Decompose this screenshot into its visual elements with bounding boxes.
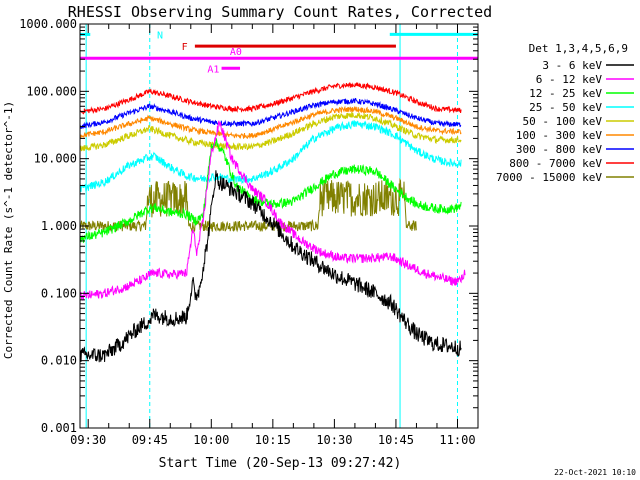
y-tick-label-6: 1000.000 <box>19 17 77 31</box>
legend-label-12-25-kev: 12 - 25 keV <box>529 87 602 100</box>
y-tick-label-3: 1.000 <box>41 219 77 233</box>
y-axis-label: Corrected Count Rate (s^-1 detector^-1) <box>2 101 15 359</box>
legend-label-50-100-kev: 50 - 100 keV <box>523 115 603 128</box>
series-line-3-6-kev <box>79 170 462 363</box>
a0-label: A0 <box>230 47 242 58</box>
legend-label-7000-15000-kev: 7000 - 15000 keV <box>496 171 602 184</box>
legend-label-100-300-kev: 100 - 300 keV <box>516 129 602 142</box>
axes-layer: 0.001 0.010 0.100 1.000 10.000 100.000 1000.00… <box>19 17 479 447</box>
x-tick-label-2: 10:00 <box>193 433 229 447</box>
series-line-6-12-kev <box>79 120 466 301</box>
x-tick-label-5: 10:45 <box>378 433 414 447</box>
legend-label-800-7000-kev: 800 - 7000 keV <box>509 157 602 170</box>
x-tick-label-4: 10:30 <box>316 433 352 447</box>
legend-label-300-800-kev: 300 - 800 keV <box>516 143 602 156</box>
y-tick-label-0: 0.001 <box>41 421 77 435</box>
x-tick-label-1: 09:45 <box>132 433 168 447</box>
chart-title: RHESSI Observing Summary Count Rates, Co… <box>68 3 492 21</box>
series-layer <box>79 82 466 363</box>
series-line-25-50-kev <box>79 120 462 193</box>
series-line-300-800-kev <box>79 97 462 129</box>
x-tick-label-0: 09:30 <box>70 433 106 447</box>
series-line-50-100-kev <box>79 111 462 153</box>
x-tick-label-3: 10:15 <box>255 433 291 447</box>
a1-label: A1 <box>207 64 219 75</box>
legend-title: Det 1,3,4,5,6,9 <box>529 42 628 55</box>
legend-label-3-6-kev: 3 - 6 keV <box>542 59 602 72</box>
timestamp: 22-Oct-2021 10:10 <box>554 468 636 477</box>
legend-label-6-12-kev: 6 - 12 keV <box>536 73 603 86</box>
series-line-100-300-kev <box>79 105 462 140</box>
series-line-7000-15000-kev <box>79 177 417 233</box>
annotation-layer: N F A0 A1 <box>80 24 478 428</box>
y-tick-label-2: 0.100 <box>41 286 77 300</box>
series-line-800-7000-kev <box>79 82 462 115</box>
y-tick-label-4: 10.000 <box>34 152 77 166</box>
n-label: N <box>157 30 163 41</box>
x-tick-label-6: 11:00 <box>439 433 475 447</box>
f-label: F <box>182 42 188 53</box>
y-tick-label-5: 100.000 <box>26 84 77 98</box>
x-axis-label: Start Time (20-Sep-13 09:27:42) <box>159 456 402 471</box>
series-line-12-25-kev <box>79 138 462 244</box>
y-tick-label-1: 0.010 <box>41 354 77 368</box>
legend-label-25-50-kev: 25 - 50 keV <box>529 101 602 114</box>
